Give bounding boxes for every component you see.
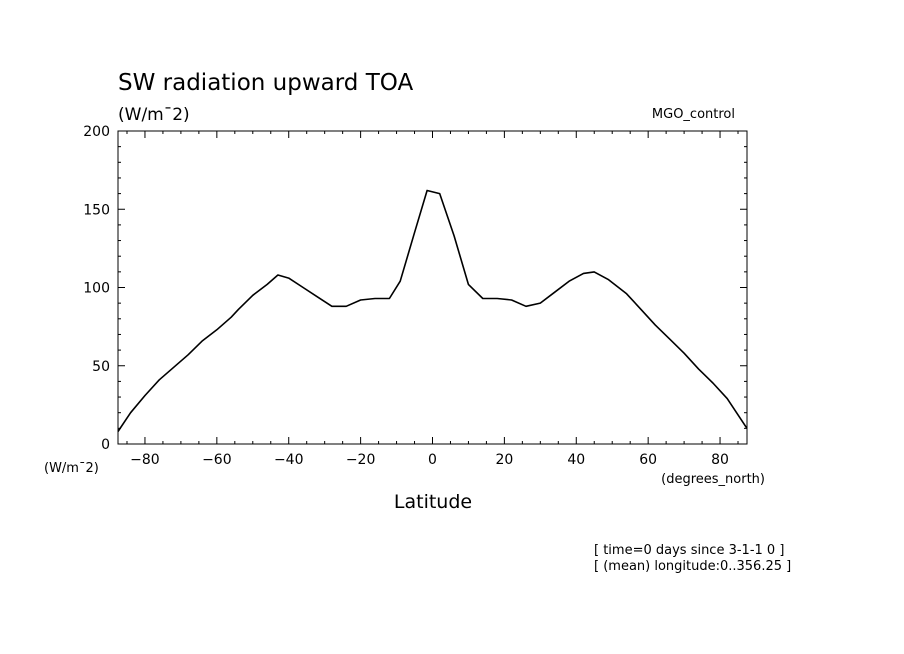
x-tick-label: 0 (428, 452, 437, 468)
experiment-label: MGO_control (652, 107, 735, 122)
chart-title: SW radiation upward TOA (118, 70, 413, 96)
y-tick-label: 100 (83, 281, 110, 297)
x-tick-label: 60 (639, 452, 657, 468)
x-tick-label: 40 (567, 452, 585, 468)
x-tick-label: −60 (202, 452, 232, 468)
series-line (117, 189, 748, 432)
y-tick-label: 150 (83, 202, 110, 218)
x-tick-label: 20 (495, 452, 513, 468)
y-tick-label: 50 (92, 359, 110, 375)
x-axis-label: Latitude (394, 491, 472, 513)
x-tick-label: −20 (346, 452, 376, 468)
y-tick-label: 200 (83, 124, 110, 140)
title-units: (W/m¯2) (118, 105, 190, 125)
annotation-time: [ time=0 days since 3-1-1 0 ] (594, 543, 784, 558)
y-tick-label: 0 (101, 437, 110, 453)
x-tick-label: −40 (274, 452, 304, 468)
annotation-longitude: [ (mean) longitude:0..356.25 ] (594, 559, 791, 574)
x-tick-label: 80 (711, 452, 729, 468)
y-axis-units: (W/m¯2) (44, 461, 99, 476)
axis-tick-labels: −80 −60 −40 −20 0 20 40 60 80 0 50 100 150 200 (83, 124, 729, 468)
x-tick-label: −80 (130, 452, 160, 468)
x-axis-units: (degrees_north) (661, 472, 765, 487)
axis-ticks (118, 130, 747, 445)
plot-frame (117, 130, 748, 445)
